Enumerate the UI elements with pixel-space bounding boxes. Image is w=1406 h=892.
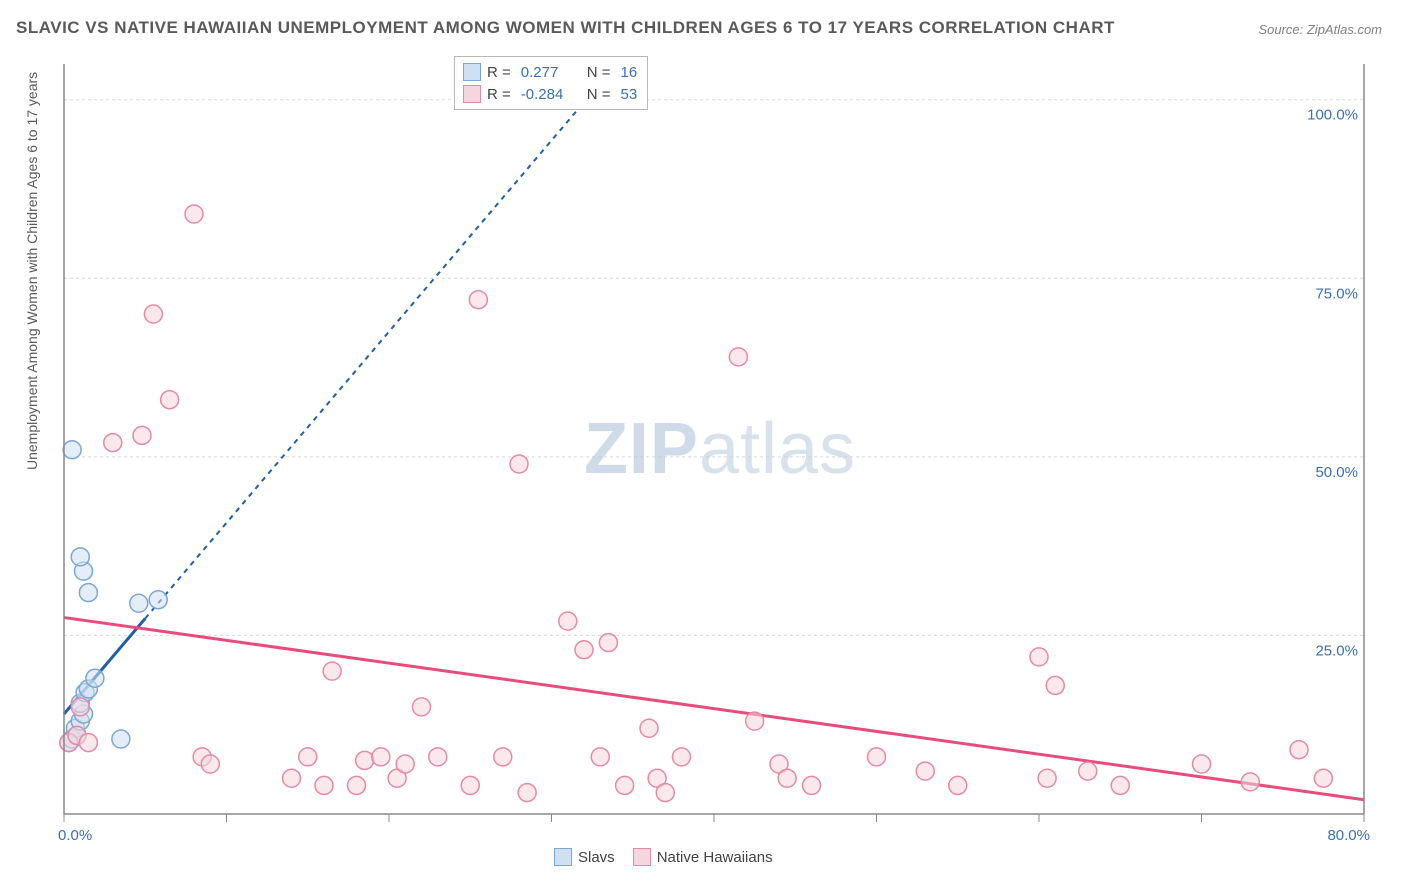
scatter-chart: 25.0% 50.0% 75.0% 100.0% 0.0% 80.0% bbox=[54, 54, 1386, 844]
chart-area: 25.0%50.0%75.0%100.0%0.0%80.0% ZIPatlas bbox=[54, 54, 1386, 844]
legend-swatch bbox=[463, 85, 481, 103]
legend-item: Native Hawaiians bbox=[633, 848, 773, 866]
legend-row: R = 0.277 N = 16 bbox=[463, 61, 637, 83]
svg-text:0.0%: 0.0% bbox=[58, 827, 92, 844]
legend-swatch bbox=[463, 63, 481, 81]
legend-label: Native Hawaiians bbox=[657, 849, 773, 866]
svg-text:75.0%: 75.0% bbox=[1315, 285, 1358, 302]
legend-swatch bbox=[554, 848, 572, 866]
legend-item: Slavs bbox=[554, 848, 615, 866]
svg-text:50.0%: 50.0% bbox=[1315, 464, 1358, 481]
svg-text:80.0%: 80.0% bbox=[1327, 827, 1370, 844]
correlation-legend: R = 0.277 N = 16 R = -0.284 N = 53 bbox=[454, 56, 648, 110]
y-axis-label: Unemployment Among Women with Children A… bbox=[24, 72, 40, 470]
source-attribution: Source: ZipAtlas.com bbox=[1258, 22, 1382, 37]
chart-title: SLAVIC VS NATIVE HAWAIIAN UNEMPLOYMENT A… bbox=[16, 18, 1115, 38]
legend-swatch bbox=[633, 848, 651, 866]
legend-label: Slavs bbox=[578, 849, 615, 866]
legend-row: R = -0.284 N = 53 bbox=[463, 83, 637, 105]
svg-text:100.0%: 100.0% bbox=[1307, 107, 1358, 124]
svg-text:25.0%: 25.0% bbox=[1315, 642, 1358, 659]
series-legend: Slavs Native Hawaiians bbox=[554, 848, 773, 866]
